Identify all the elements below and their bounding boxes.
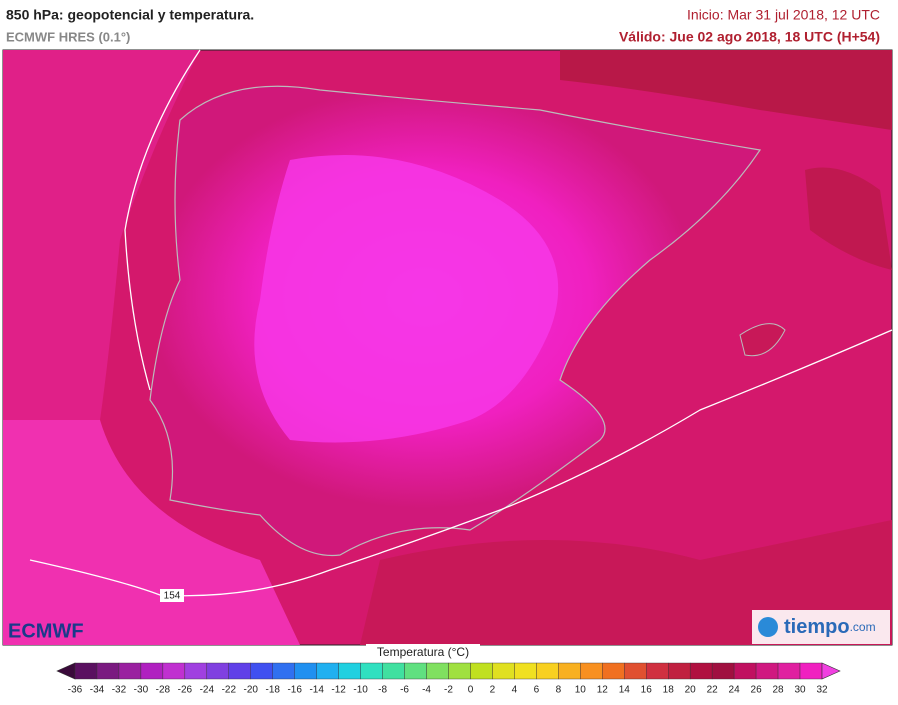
colorbar-tick-label: 24 [729,685,741,696]
colorbar-swatch [338,662,361,680]
colorbar-tick-label: -14 [309,685,324,696]
colorbar-swatch [426,662,449,680]
colorbar-swatch [777,662,801,680]
colorbar-swatch [184,662,208,680]
colorbar-tick-label: -26 [178,685,193,696]
colorbar-tick-label: -8 [378,685,387,696]
colorbar-swatch [382,662,405,680]
colorbar-tick-label: 16 [641,685,653,696]
colorbar-swatch [448,662,471,680]
colorbar-tick-label: -30 [134,685,149,696]
colorbar-swatch [580,662,603,680]
colorbar-tick-label: -20 [244,685,259,696]
colorbar-swatch [711,662,735,680]
colorbar-swatch [646,662,669,680]
colorbar-swatch [689,662,713,680]
colorbar-swatch [272,662,295,680]
colorbar-tick-label: 26 [751,685,763,696]
colorbar-swatch [162,662,186,680]
corsica-sardinia [805,167,892,270]
colorbar-tick-label: 2 [490,685,496,696]
colorbar-tick-label: -36 [68,685,83,696]
contour [124,49,201,391]
contour-label-box [160,589,184,602]
colorbar-swatch [624,662,647,680]
colorbar-swatch [250,662,273,680]
colorbar-tick-label: 18 [663,685,675,696]
colorbar-title-box [366,644,480,661]
colorbar-swatch [140,662,164,680]
colorbar-swatch [206,662,229,680]
colorbar-tick-label: -2 [444,685,453,696]
colorbar-swatch [316,662,339,680]
colorbar-tick-label: -28 [156,685,171,696]
colorbar-swatch [228,662,251,680]
colorbar-swatch [733,662,757,680]
colorbar-tick-label: -34 [90,685,105,696]
sea-southwest [3,420,300,645]
colorbar-swatch [118,662,142,680]
colorbar-end [821,662,841,680]
colorbar-tick-label: -6 [400,685,409,696]
colorbar-title: Temperatura (°C) [377,645,469,659]
colorbar-swatch [755,662,779,680]
colorbar-swatch [96,662,120,680]
colorbar-tick-label: -10 [353,685,368,696]
colorbar-swatch [470,662,493,680]
colorbar-swatch [668,662,691,680]
tiempo-logo: tiempo.com [784,616,876,638]
hot-core [254,155,559,443]
init-time: Inicio: Mar 31 jul 2018, 12 UTC [687,7,880,23]
colorbar-end [56,662,76,680]
colorbar-swatch [404,662,427,680]
colorbar-tick-label: 32 [816,685,828,696]
colorbar: -36 -34 -32 -30 -28 -26 -24 -22 -20 -18 -16 -14 -12-… [56,662,841,696]
colorbar-swatch [799,662,823,680]
colorbar-tick-label: 10 [575,685,587,696]
colorbar-swatch [492,662,515,680]
colorbar-tick-label: 0 [468,685,474,696]
contour-label: 154 [164,591,181,602]
map: 154 [2,49,893,646]
ecmwf-logo: ECMWF [8,620,84,642]
colorbar-tick-label: 20 [685,685,697,696]
colorbar-swatch [602,662,625,680]
mallorca [739,323,786,357]
colorbar-tick-label: 14 [619,685,631,696]
colorbar-swatch [514,662,537,680]
colorbar-tick-label: 22 [707,685,719,696]
colorbar-tick-label: -4 [422,685,431,696]
colorbar-tick-label: -24 [200,685,215,696]
model-name: ECMWF HRES (0.1°) [6,29,130,44]
tiempo-icon [758,617,778,637]
valid-time: Válido: Jue 02 ago 2018, 18 UTC (H+54) [619,29,880,45]
colorbar-tick-label: 30 [794,685,806,696]
colorbar-tick-label: -12 [331,685,346,696]
colorbar-tick-label: -18 [266,685,281,696]
colorbar-tick-label: 28 [772,685,784,696]
colorbar-tick-label: -32 [112,685,127,696]
colorbar-tick-label: 8 [556,685,562,696]
france [560,50,892,130]
contour [29,329,893,597]
colorbar-tick-label: 6 [534,685,540,696]
colorbar-swatch [558,662,581,680]
colorbar-tick-label: -22 [222,685,237,696]
map-title: 850 hPa: geopotencial y temperatura. [6,7,254,23]
colorbar-tick-label: 12 [597,685,609,696]
colorbar-swatch [294,662,317,680]
colorbar-swatch [74,662,98,680]
colorbar-swatch [536,662,559,680]
colorbar-swatch [360,662,383,680]
colorbar-tick-label: -16 [287,685,302,696]
colorbar-tick-label: 4 [512,685,518,696]
